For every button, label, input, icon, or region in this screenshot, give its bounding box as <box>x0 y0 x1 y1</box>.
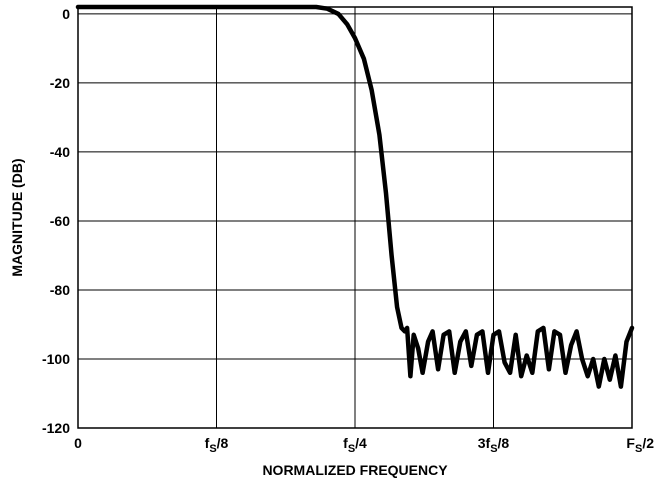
x-tick-label: 3fS/8 <box>478 435 510 455</box>
y-tick-label: -40 <box>50 144 70 160</box>
y-tick-label: 0 <box>62 6 70 22</box>
series-line <box>75 4 635 389</box>
x-axis-title: NORMALIZED FREQUENCY <box>262 462 448 478</box>
plot-area-frame <box>77 6 633 429</box>
x-tick-label: 0 <box>74 435 82 451</box>
y-axis-tick-labels: 0 -20 -40 -60 -80 -100 -120 <box>42 6 70 436</box>
x-axis-tick-labels: 0 fS/8 fS/4 3fS/8 FS/2 <box>74 435 654 455</box>
y-tick-label: -100 <box>42 351 70 367</box>
y-tick-label: -120 <box>42 420 70 436</box>
x-tick-label: fS/8 <box>205 435 229 455</box>
x-tick-label: fS/4 <box>343 435 367 455</box>
x-tick-label: FS/2 <box>626 435 654 455</box>
y-axis-title: MAGNITUDE (DB) <box>9 158 25 276</box>
y-tick-label: -20 <box>50 75 70 91</box>
y-tick-label: -80 <box>50 282 70 298</box>
y-tick-label: -60 <box>50 213 70 229</box>
